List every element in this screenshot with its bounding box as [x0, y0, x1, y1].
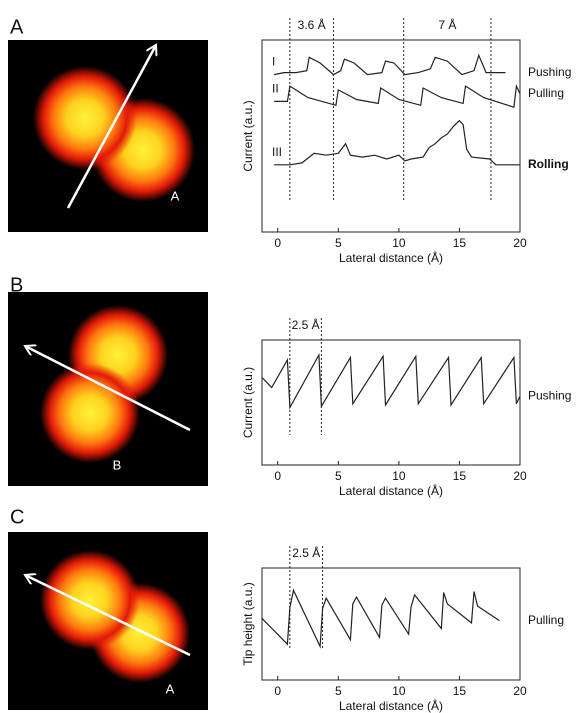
series-label: Pushing: [528, 65, 571, 79]
series-line: [273, 53, 506, 76]
annotation: 2.5 Å: [292, 317, 320, 332]
x-tick-label: 20: [513, 236, 527, 250]
x-tick-label: 15: [453, 684, 467, 698]
x-tick-label: 10: [392, 469, 406, 483]
series-label: Pulling: [528, 613, 564, 627]
x-tick-label: 15: [453, 469, 467, 483]
panel-letter: B: [10, 274, 23, 296]
series-name: III: [272, 145, 282, 159]
x-tick-label: 5: [335, 684, 342, 698]
x-tick-label: 5: [335, 469, 342, 483]
x-tick-label: 10: [392, 236, 406, 250]
series-name: II: [272, 82, 279, 96]
x-tick-label: 5: [335, 236, 342, 250]
annotation: 3.6 Å: [298, 17, 326, 32]
plot-frame: [261, 339, 521, 466]
x-tick-label: 20: [513, 469, 527, 483]
series-label: Rolling: [528, 157, 569, 171]
x-tick-label: 20: [513, 684, 527, 698]
y-axis-label: Current (a.u.): [241, 367, 255, 438]
series-label: Pushing: [528, 388, 571, 402]
image-a: [8, 40, 208, 232]
series-line: [274, 119, 520, 166]
x-axis-label: Lateral distance (Å): [339, 698, 443, 713]
y-axis-label: Current (a.u.): [241, 100, 255, 171]
y-axis-label: Tip height (a.u.): [241, 582, 255, 666]
series-line: [274, 83, 521, 108]
x-axis-label: Lateral distance (Å): [339, 483, 443, 498]
annotation: 2.5 Å: [292, 545, 320, 560]
panel-letter: C: [10, 506, 24, 528]
x-tick-label: 0: [274, 684, 281, 698]
plot-frame: [261, 39, 521, 233]
x-tick-label: 10: [392, 684, 406, 698]
series-line: [261, 352, 521, 410]
image-label: B: [113, 457, 122, 472]
panel-letter: A: [10, 16, 24, 38]
series-name: I: [272, 55, 275, 69]
image-b: [8, 292, 208, 486]
image-label: A: [166, 681, 175, 696]
image-c: [8, 532, 208, 710]
plot-frame: [261, 567, 521, 681]
x-axis-label: Lateral distance (Å): [339, 250, 443, 265]
series-line: [261, 588, 500, 649]
series-label: Pulling: [528, 86, 564, 100]
x-tick-label: 0: [274, 469, 281, 483]
image-label: A: [171, 188, 180, 203]
annotation: 7 Å: [438, 17, 456, 32]
x-tick-label: 15: [453, 236, 467, 250]
x-tick-label: 0: [274, 236, 281, 250]
